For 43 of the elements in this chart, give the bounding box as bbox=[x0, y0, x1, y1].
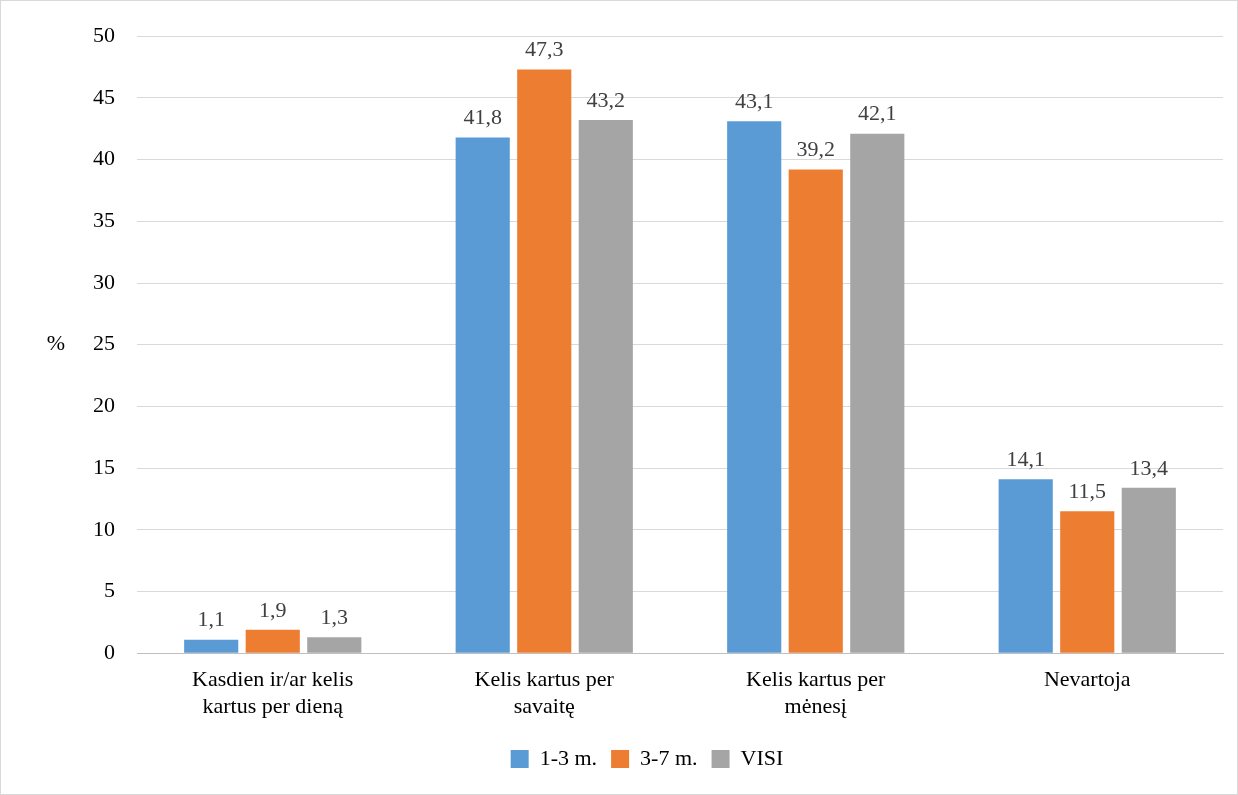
y-tick-label: 5 bbox=[104, 577, 115, 603]
data-label: 1,9 bbox=[259, 596, 287, 622]
bar bbox=[998, 479, 1053, 653]
y-tick-label: 20 bbox=[93, 392, 115, 418]
y-tick-label: 15 bbox=[93, 453, 115, 479]
data-label: 14,1 bbox=[1006, 445, 1045, 471]
bar bbox=[184, 639, 239, 653]
bar bbox=[727, 121, 782, 653]
y-axis-title: % bbox=[46, 330, 66, 356]
bar bbox=[1060, 511, 1115, 653]
data-label: 39,2 bbox=[796, 136, 835, 162]
y-tick-label: 50 bbox=[93, 21, 115, 47]
bar bbox=[455, 137, 510, 653]
legend-label: VISI bbox=[740, 744, 784, 770]
y-tick-label: 25 bbox=[93, 330, 115, 356]
y-tick-label: 35 bbox=[93, 207, 115, 233]
y-tick-label: 10 bbox=[93, 515, 115, 541]
x-tick-label: Nevartoja bbox=[1043, 666, 1131, 692]
bar bbox=[517, 69, 572, 653]
data-label: 43,2 bbox=[586, 86, 626, 112]
data-label: 42,1 bbox=[858, 100, 897, 126]
data-label: 43,1 bbox=[734, 88, 774, 114]
data-label: 13,4 bbox=[1129, 454, 1169, 480]
bar bbox=[850, 133, 905, 653]
x-tick-label: Kelis kartus per savaitę bbox=[474, 666, 615, 718]
y-tick-label: 40 bbox=[93, 145, 115, 171]
legend-label: 3-7 m. bbox=[640, 744, 698, 770]
data-label: 41,8 bbox=[463, 104, 502, 130]
x-tick-label: Kasdien ir/ar kelis kartus per dieną bbox=[192, 666, 354, 718]
bar bbox=[307, 637, 362, 653]
bar bbox=[1121, 487, 1176, 653]
data-label: 1,3 bbox=[320, 603, 349, 629]
data-label: 11,5 bbox=[1068, 478, 1107, 504]
legend-label: 1-3 m. bbox=[539, 744, 598, 770]
x-tick-label: Kelis kartus per mėnesį bbox=[746, 666, 887, 718]
data-label: 47,3 bbox=[525, 36, 564, 62]
bar bbox=[245, 629, 300, 653]
y-tick-label: 30 bbox=[93, 268, 115, 294]
bar bbox=[578, 120, 633, 653]
data-label: 1,1 bbox=[197, 606, 225, 632]
bar bbox=[788, 169, 843, 653]
y-tick-label: 0 bbox=[104, 638, 115, 664]
y-tick-label: 45 bbox=[93, 83, 115, 109]
